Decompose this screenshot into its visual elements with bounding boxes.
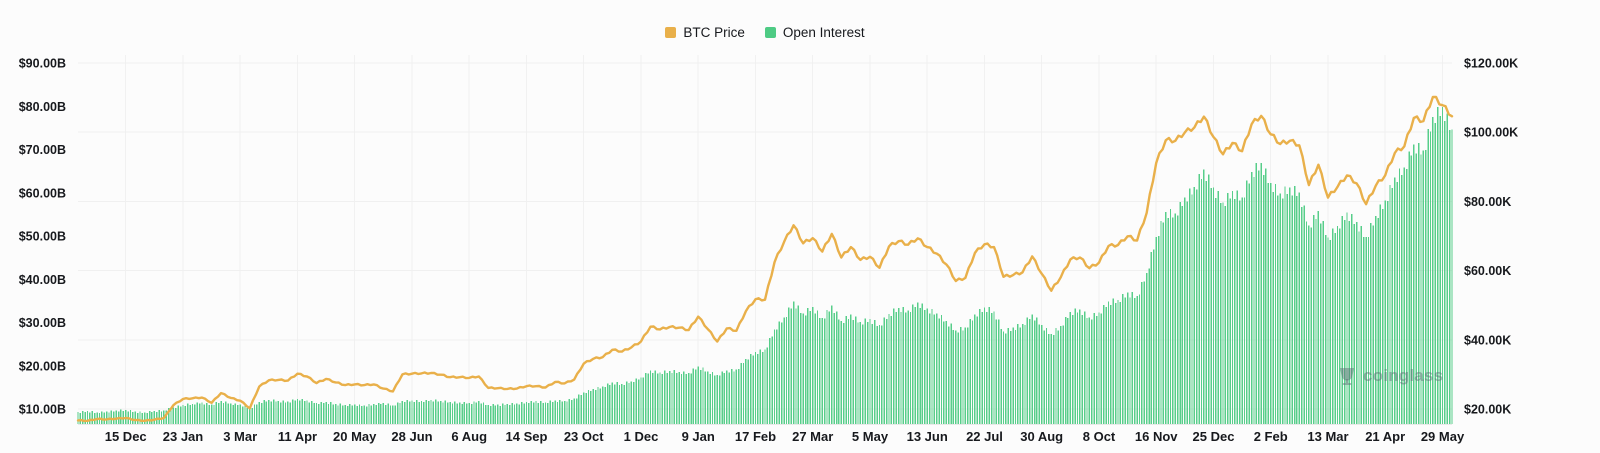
x-axis-tick-label: 30 Aug xyxy=(1020,429,1063,444)
x-axis-tick-label: 13 Jun xyxy=(907,429,948,444)
left-y-axis-tick-label: $50.00B xyxy=(19,230,66,244)
left-y-axis-tick-label: $90.00B xyxy=(19,57,66,71)
x-axis-tick-label: 6 Aug xyxy=(451,429,487,444)
x-axis-tick-label: 22 Jul xyxy=(966,429,1003,444)
open-interest-swatch-icon xyxy=(764,27,776,38)
x-axis-tick-label: 3 Mar xyxy=(223,429,257,444)
right-y-axis-tick-label: $100.00K xyxy=(1464,126,1518,140)
x-axis-tick-label: 2 Feb xyxy=(1254,429,1288,444)
x-axis-tick-label: 8 Oct xyxy=(1083,429,1116,444)
x-axis-tick-label: 28 Jun xyxy=(391,429,432,444)
x-axis-tick-label: 15 Dec xyxy=(105,429,147,444)
x-axis-tick-label: 25 Dec xyxy=(1193,429,1235,444)
x-axis-tick-label: 23 Oct xyxy=(564,429,604,444)
legend-label-btc-price: BTC Price xyxy=(683,25,745,40)
x-axis-tick-label: 13 Mar xyxy=(1307,429,1348,444)
x-axis-tick-label: 17 Feb xyxy=(735,429,776,444)
btc-price-line-series xyxy=(76,95,1454,423)
left-y-axis-tick-label: $40.00B xyxy=(19,273,66,287)
legend-item-btc-price[interactable]: BTC Price xyxy=(665,25,745,40)
x-axis-tick-label: 29 May xyxy=(1421,429,1465,444)
right-y-axis-tick-label: $40.00K xyxy=(1464,333,1511,347)
x-axis-tick-label: 27 Mar xyxy=(792,429,833,444)
chart-legend: BTC Price Open Interest xyxy=(78,25,1452,40)
btc-price-swatch-icon xyxy=(665,27,677,38)
right-y-axis-tick-label: $80.00K xyxy=(1464,195,1511,209)
left-y-axis-tick-label: $20.00B xyxy=(19,359,66,373)
legend-item-open-interest[interactable]: Open Interest xyxy=(764,25,865,40)
x-axis-tick-label: 1 Dec xyxy=(624,429,659,444)
x-axis-tick-label: 11 Apr xyxy=(278,429,317,444)
left-y-axis-tick-label: $60.00B xyxy=(19,186,66,200)
x-axis-tick-label: 16 Nov xyxy=(1135,429,1178,444)
x-axis-tick-label: 5 May xyxy=(852,429,889,444)
right-y-axis-tick-label: $120.00K xyxy=(1464,57,1518,71)
x-axis-tick-label: 21 Apr xyxy=(1365,429,1405,444)
legend-label-open-interest: Open Interest xyxy=(782,25,865,40)
left-y-axis-tick-label: $70.00B xyxy=(19,143,66,157)
open-interest-bars-series xyxy=(77,107,1453,424)
x-axis-tick-label: 20 May xyxy=(333,429,377,444)
right-y-axis-tick-label: $60.00K xyxy=(1464,264,1511,278)
x-axis-tick-label: 23 Jan xyxy=(163,429,204,444)
x-axis-tick-label: 9 Jan xyxy=(682,429,715,444)
left-y-axis-tick-label: $80.00B xyxy=(19,100,66,114)
x-axis-tick-label: 14 Sep xyxy=(506,429,548,444)
left-y-axis-tick-label: $30.00B xyxy=(19,316,66,330)
left-y-axis-tick-label: $10.00B xyxy=(19,403,66,417)
right-y-axis-tick-label: $20.00K xyxy=(1464,403,1511,417)
